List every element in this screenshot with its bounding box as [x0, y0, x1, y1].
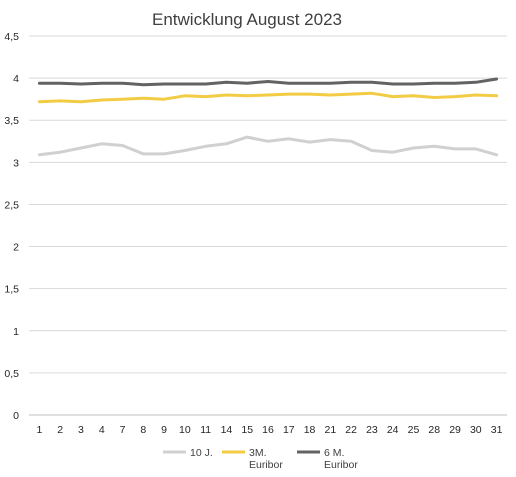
y-tick-label: 1,5 [4, 284, 19, 296]
y-tick-label: 4 [13, 73, 19, 85]
x-tick-label: 24 [387, 424, 399, 436]
y-tick-label: 2 [13, 242, 19, 254]
x-tick-label: 23 [366, 424, 378, 436]
x-tick-label: 30 [470, 424, 482, 436]
legend-label: 3M. Euribor [249, 447, 283, 471]
chart-title: Entwicklung August 2023 [152, 10, 342, 29]
x-tick-label: 18 [304, 424, 316, 436]
y-tick-label: 3 [13, 157, 19, 169]
series-lines [37, 77, 499, 157]
x-tick-label: 31 [491, 424, 503, 436]
x-tick-label: 11 [200, 424, 211, 436]
x-tick-label: 29 [449, 424, 461, 436]
x-tick-label: 8 [140, 424, 146, 436]
x-tick-label: 21 [325, 424, 337, 436]
x-tick-label: 14 [221, 424, 233, 436]
x-tick-label: 28 [428, 424, 440, 436]
y-tick-label: 3,5 [4, 115, 19, 127]
series-line-2 [37, 91, 499, 104]
series-line-1 [37, 135, 499, 157]
legend-label: 6 M. Euribor [324, 447, 358, 471]
x-tick-label: 25 [408, 424, 420, 436]
y-axis-tick-labels: 0 0,5 1 1,5 2 2,5 3 3,5 4 4,5 [4, 31, 19, 422]
x-tick-label: 7 [120, 424, 126, 436]
y-tick-label: 4,5 [4, 31, 19, 43]
x-tick-label: 22 [345, 424, 357, 436]
x-tick-label: 2 [57, 424, 63, 436]
y-tick-label: 1 [13, 326, 19, 338]
legend-label: 10 J. [190, 447, 213, 459]
x-tick-label: 17 [283, 424, 295, 436]
gridlines [29, 35, 507, 416]
x-tick-label: 9 [161, 424, 167, 436]
x-tick-label: 1 [36, 424, 42, 436]
x-tick-label: 10 [179, 424, 191, 436]
y-tick-label: 0,5 [4, 368, 19, 380]
y-tick-label: 0 [13, 410, 19, 422]
x-tick-label: 16 [262, 424, 274, 436]
legend: 10 J. 3M. Euribor 6 M. Euribor [163, 447, 358, 471]
series-line-3 [37, 77, 499, 87]
x-tick-label: 15 [241, 424, 253, 436]
x-tick-label: 4 [99, 424, 105, 436]
x-axis-tick-labels: 1 2 3 4 7 8 9 10 11 14 15 16 17 18 21 22 23 24 25 28 29 30 31 [36, 424, 502, 436]
x-tick-label: 3 [78, 424, 84, 436]
y-tick-label: 2,5 [4, 199, 19, 211]
